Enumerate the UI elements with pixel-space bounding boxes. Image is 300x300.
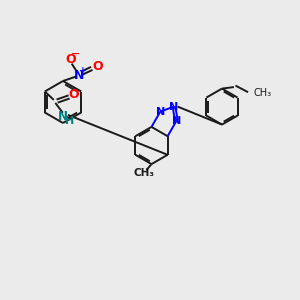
Text: N: N	[169, 102, 178, 112]
Text: CH₃: CH₃	[134, 168, 154, 178]
Text: H: H	[65, 116, 74, 126]
Text: CH₃: CH₃	[254, 88, 272, 98]
Text: −: −	[71, 49, 80, 59]
Text: N: N	[156, 106, 165, 117]
Text: O: O	[65, 52, 76, 66]
Text: N: N	[172, 116, 181, 126]
Text: O: O	[92, 60, 103, 74]
Text: N: N	[74, 69, 84, 82]
Text: +: +	[79, 66, 87, 75]
Text: O: O	[69, 88, 79, 101]
Text: N: N	[58, 110, 68, 123]
